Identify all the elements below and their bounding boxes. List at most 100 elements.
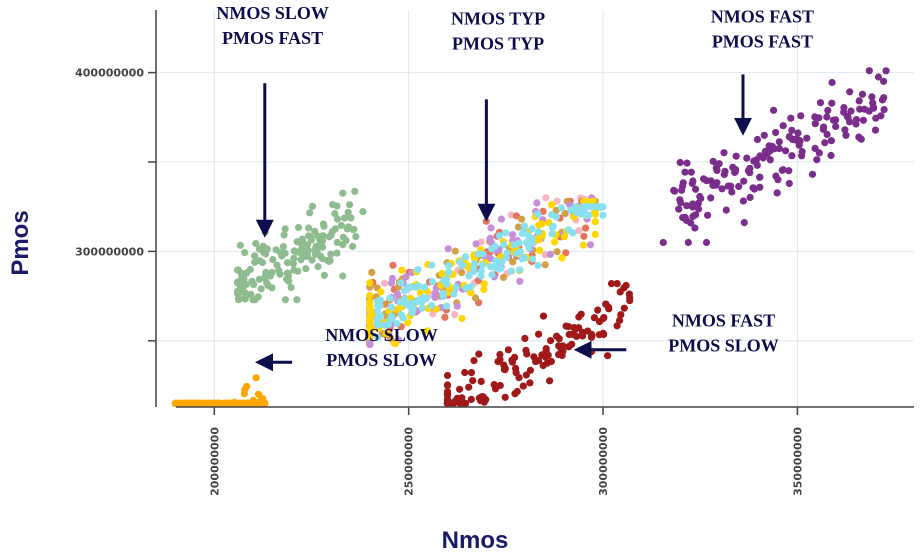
scatter-point	[518, 215, 526, 223]
scatter-point	[472, 240, 480, 248]
scatter-point	[626, 297, 634, 305]
scatter-point	[220, 399, 228, 407]
scatter-point	[393, 320, 401, 328]
scatter-point	[256, 257, 264, 265]
scatter-point	[397, 279, 405, 287]
scatter-point	[536, 246, 544, 254]
scatter-point	[470, 268, 478, 276]
scatter-point	[377, 288, 385, 296]
scatter-point	[675, 205, 683, 213]
scatter-point	[620, 304, 628, 312]
scatter-point	[339, 189, 347, 197]
annotation-text: PMOS TYP	[452, 33, 544, 53]
x-tick-label: 350000000	[791, 427, 804, 496]
scatter-point	[240, 278, 248, 286]
scatter-point	[722, 206, 730, 214]
scatter-point	[241, 249, 249, 257]
scatter-point	[412, 283, 420, 291]
scatter-point	[552, 213, 560, 221]
scatter-point	[319, 237, 327, 245]
scatter-point	[467, 395, 475, 403]
scatter-point	[294, 223, 303, 232]
scatter-point	[408, 309, 416, 317]
scatter-point	[735, 182, 743, 191]
scatter-point	[477, 377, 485, 385]
scatter-point	[695, 205, 703, 213]
scatter-point	[691, 224, 699, 232]
scatter-point	[366, 340, 374, 348]
scatter-point	[333, 238, 341, 246]
scatter-point	[528, 225, 536, 233]
scatter-point	[689, 200, 697, 208]
scatter-point	[197, 399, 205, 407]
scatter-point	[477, 267, 485, 275]
scatter-point	[785, 167, 793, 175]
x-axis-title: Nmos	[442, 527, 509, 554]
scatter-point	[808, 170, 817, 178]
scatter-point	[443, 388, 452, 396]
scatter-point	[560, 233, 569, 241]
scatter-point	[402, 273, 410, 281]
scatter-point	[712, 164, 721, 172]
scatter-point	[470, 357, 478, 365]
scatter-point	[443, 371, 452, 380]
scatter-point	[865, 67, 873, 75]
scatter-point	[522, 371, 530, 379]
scatter-point	[546, 377, 554, 385]
scatter-point	[516, 266, 524, 274]
scatter-point	[351, 187, 359, 195]
scatter-point	[880, 106, 888, 114]
annotation-text: NMOS FAST	[672, 311, 775, 331]
scatter-point	[504, 346, 512, 354]
scatter-point	[252, 374, 260, 382]
scatter-point	[394, 290, 402, 298]
scatter-point	[763, 150, 771, 158]
scatter-point	[692, 185, 700, 193]
scatter-point	[465, 383, 473, 391]
scatter-point	[422, 294, 431, 302]
scatter-point	[304, 247, 312, 255]
scatter-point	[718, 185, 726, 193]
scatter-point	[811, 120, 819, 128]
annotation-text: NMOS TYP	[451, 8, 545, 28]
scatter-point	[823, 130, 831, 138]
scatter-point	[882, 67, 890, 75]
scatter-point	[564, 323, 573, 331]
scatter-point	[553, 332, 561, 340]
scatter-point	[678, 186, 686, 194]
scatter-point	[772, 128, 780, 137]
scatter-point	[465, 272, 473, 280]
scatter-point	[496, 350, 504, 359]
scatter-point	[599, 211, 607, 219]
scatter-point	[534, 228, 543, 236]
scatter-point	[728, 188, 736, 196]
scatter-point	[488, 271, 496, 279]
scatter-point	[548, 230, 556, 238]
scatter-point	[565, 226, 573, 234]
scatter-point	[491, 242, 499, 250]
scatter-point	[306, 209, 314, 217]
scatter-point	[773, 189, 781, 197]
scatter-point	[555, 351, 563, 359]
scatter-point	[359, 208, 367, 216]
scatter-series	[171, 374, 269, 407]
scatter-point	[551, 238, 559, 246]
scatter-point	[617, 311, 625, 319]
scatter-point	[498, 258, 506, 266]
scatter-point	[449, 399, 458, 407]
scatter-point	[526, 366, 535, 374]
scatter-point	[397, 311, 405, 319]
scatter-point	[594, 203, 603, 211]
scatter-point	[213, 399, 221, 407]
scatter-point	[775, 144, 783, 153]
scatter-point	[868, 93, 876, 101]
scatter-point	[350, 225, 358, 233]
scatter-point	[515, 374, 523, 382]
scatter-point	[720, 149, 728, 157]
scatter-point	[704, 211, 712, 219]
scatter-point	[865, 107, 873, 115]
scatter-point	[841, 126, 849, 134]
scatter-point	[252, 239, 260, 248]
scatter-point	[739, 197, 748, 205]
scatter-point	[491, 262, 499, 270]
